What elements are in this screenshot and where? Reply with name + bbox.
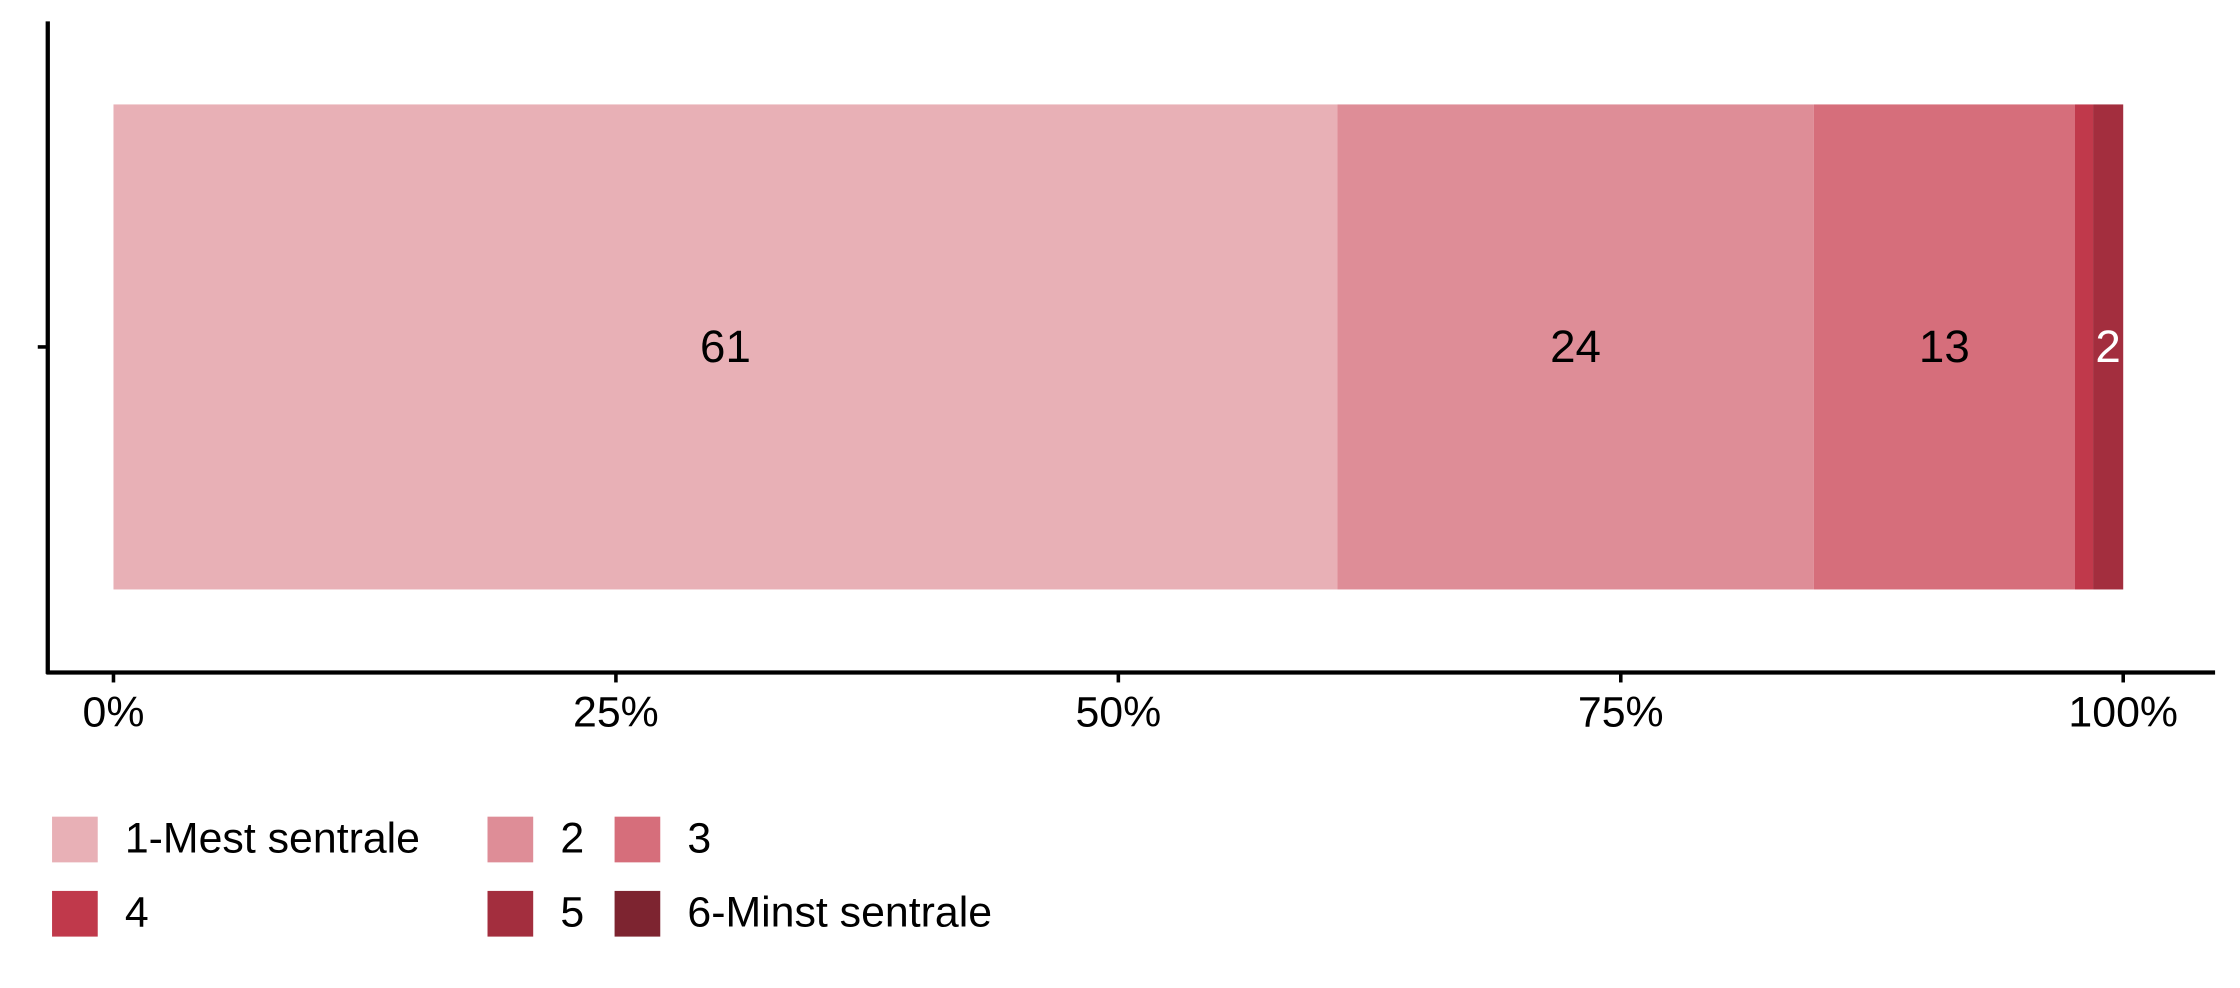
- value-label: 61: [700, 321, 751, 372]
- bar-segment: [2093, 104, 2124, 590]
- x-tick-label: 100%: [2068, 689, 2178, 737]
- x-tick-label: 25%: [573, 689, 659, 737]
- legend-swatch: [52, 890, 98, 937]
- bar-segment: [1813, 104, 2075, 590]
- legend-label: 4: [125, 888, 149, 936]
- legend-swatch: [487, 816, 534, 863]
- legend-label: 2: [560, 814, 584, 862]
- x-tick-label: 75%: [1578, 689, 1664, 737]
- value-label: 13: [1919, 321, 1970, 372]
- legend-swatch: [614, 890, 661, 937]
- bar-segment: [1337, 104, 1814, 590]
- bar-segment: [113, 104, 1338, 590]
- legend-swatch: [487, 890, 534, 937]
- bars: 61 24 13 2: [113, 104, 2124, 590]
- legend-label: 3: [687, 814, 711, 862]
- legend-swatch: [614, 816, 661, 863]
- bar-segment: [2074, 104, 2094, 590]
- legend-label: 5: [560, 888, 584, 936]
- legend-label: 1-Mest sentrale: [125, 814, 420, 862]
- x-tick-label: 50%: [1075, 689, 1161, 737]
- x-tick-label: 0%: [83, 689, 145, 737]
- legend-label: 6-Minst sentrale: [687, 888, 992, 936]
- value-label: 24: [1550, 321, 1601, 372]
- value-label: 2: [2095, 321, 2120, 372]
- legend-swatch: [52, 816, 98, 863]
